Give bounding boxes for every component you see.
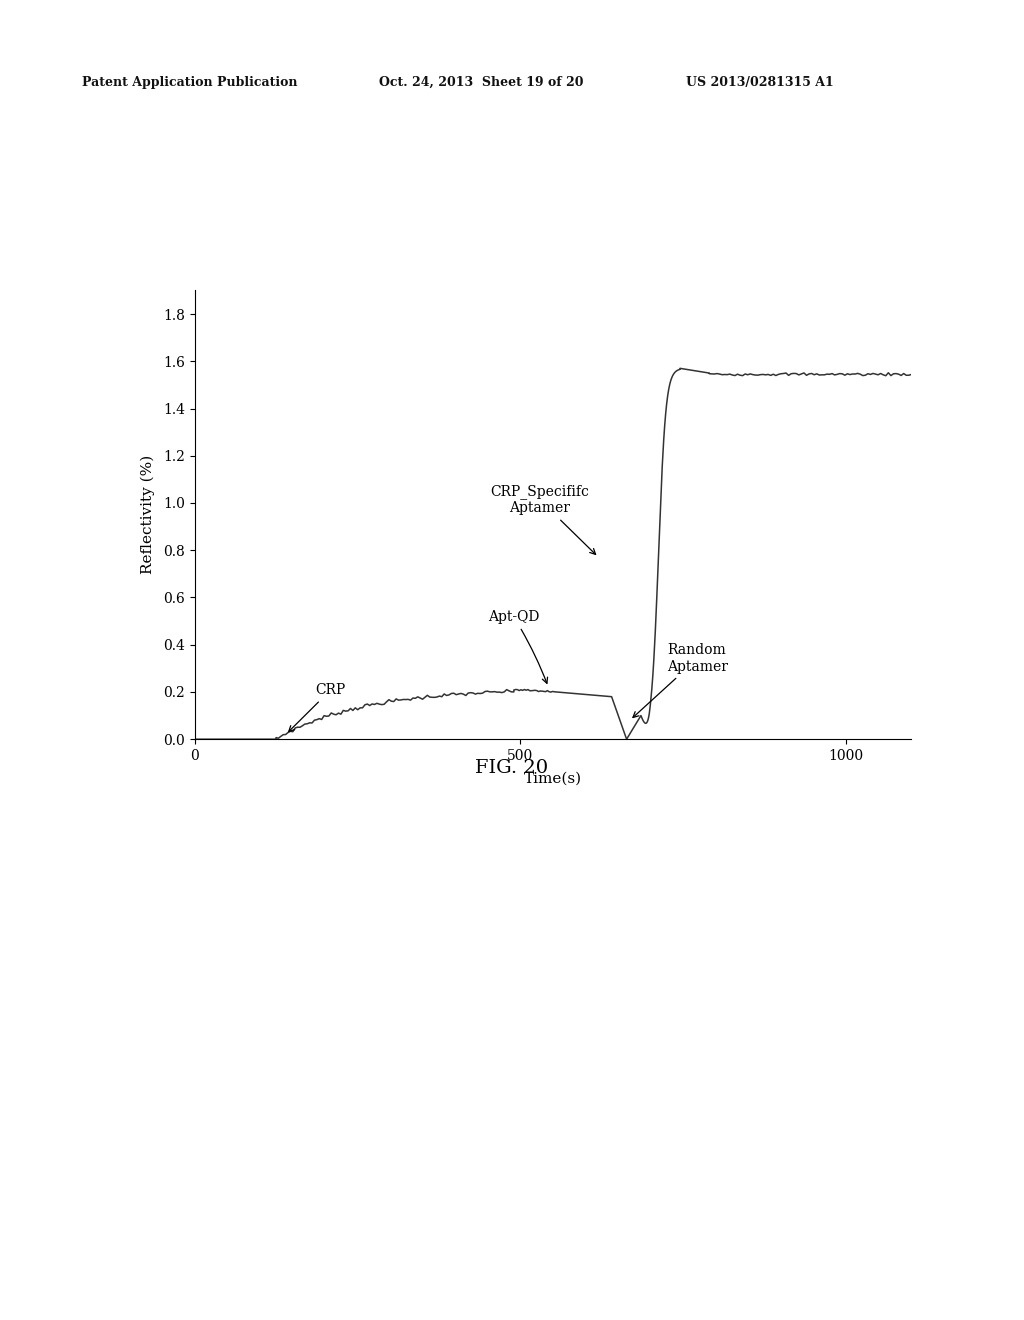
Text: Oct. 24, 2013  Sheet 19 of 20: Oct. 24, 2013 Sheet 19 of 20 bbox=[379, 75, 584, 88]
X-axis label: Time(s): Time(s) bbox=[524, 771, 582, 785]
Text: FIG. 20: FIG. 20 bbox=[475, 759, 549, 777]
Text: Apt-QD: Apt-QD bbox=[488, 610, 548, 684]
Text: Patent Application Publication: Patent Application Publication bbox=[82, 75, 297, 88]
Text: CRP: CRP bbox=[289, 684, 345, 731]
Y-axis label: Reflectivity (%): Reflectivity (%) bbox=[140, 455, 155, 574]
Text: US 2013/0281315 A1: US 2013/0281315 A1 bbox=[686, 75, 834, 88]
Text: Random
Aptamer: Random Aptamer bbox=[633, 643, 728, 718]
Text: CRP_Specififc
Aptamer: CRP_Specififc Aptamer bbox=[490, 484, 596, 554]
